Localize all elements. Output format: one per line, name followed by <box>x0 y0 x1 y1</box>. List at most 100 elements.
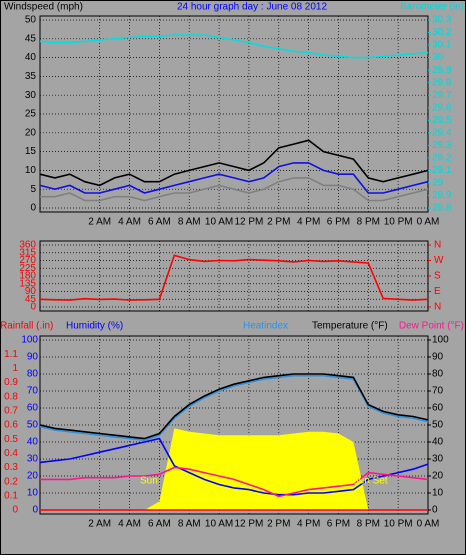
y-tick-label: 40 <box>27 437 39 448</box>
y-tick-label: 10 <box>25 165 37 176</box>
line <box>40 177 429 202</box>
y3-tick-label: 0.3 <box>4 462 18 473</box>
series-title: Barometer (in) <box>400 2 464 13</box>
annotation: Sun <box>140 476 158 487</box>
y-tick-label: 15 <box>25 146 37 157</box>
annotation: Sun Set <box>352 476 388 487</box>
y2-tick-label: 20 <box>432 471 444 482</box>
y-tick-label: 45 <box>25 33 37 44</box>
y-tick-label: 30 <box>27 454 39 465</box>
x-tick-label: 2 PM <box>267 217 290 228</box>
y3-tick-label: 0.9 <box>4 377 18 388</box>
y-tick-label: 50 <box>27 420 39 431</box>
y3-tick-label: 0.8 <box>4 391 18 402</box>
area <box>40 428 428 510</box>
x-tick-label: 4 PM <box>297 217 320 228</box>
x-tick-label: 0 AM <box>417 217 440 228</box>
y-tick-label: 135 <box>19 278 36 289</box>
y2-tick-label: 100 <box>432 335 449 346</box>
x-tick-label: 12 PM <box>234 217 263 228</box>
y2-tick-label: W <box>434 255 444 266</box>
y-tick-label: 60 <box>27 403 39 414</box>
y3-tick-label: 0.5 <box>4 434 18 445</box>
y3-tick-label: 0.7 <box>4 405 18 416</box>
x-tick-label: 12 PM <box>234 519 263 530</box>
x-tick-label: 8 PM <box>357 217 380 228</box>
x-tick-label: 4 PM <box>297 519 320 530</box>
y3-tick-label: 0.2 <box>4 476 18 487</box>
y-tick-label: 40 <box>25 52 37 63</box>
y2-tick-label: 28.9 <box>432 190 452 201</box>
x-tick-label: 2 AM <box>88 519 111 530</box>
y3-tick-label: 1.1 <box>4 349 18 360</box>
y-tick-label: 10 <box>27 488 39 499</box>
x-tick-label: 10 PM <box>384 217 413 228</box>
y-tick-label: 70 <box>27 386 39 397</box>
y2-tick-label: 10 <box>432 488 444 499</box>
y2-tick-label: 29 <box>432 178 444 189</box>
line <box>39 34 429 59</box>
legend-label: Rainfall (.in) <box>0 321 53 332</box>
line <box>39 162 429 194</box>
y-tick-label: 30 <box>25 90 37 101</box>
y-tick-label: 35 <box>25 71 37 82</box>
y-tick-label: 20 <box>27 471 39 482</box>
y2-tick-label: 29.8 <box>432 77 452 88</box>
y2-tick-label: 50 <box>432 420 444 431</box>
y2-tick-label: E <box>434 286 441 297</box>
y2-tick-label: 29.9 <box>432 65 452 76</box>
x-tick-label: 6 AM <box>148 217 171 228</box>
y2-tick-label: 80 <box>432 369 444 380</box>
plot-area <box>39 240 429 312</box>
y-tick-label: 0 <box>32 505 38 516</box>
y-tick-label: 45 <box>25 294 37 305</box>
plot-area <box>39 15 429 213</box>
x-tick-label: 2 AM <box>88 217 111 228</box>
x-tick-label: 6 PM <box>327 519 350 530</box>
y3-tick-label: 0.4 <box>4 448 18 459</box>
y-tick-label: 180 <box>19 271 36 282</box>
y2-tick-label: 29.7 <box>432 90 452 101</box>
axis-title: Windspeed (mph) <box>4 2 83 13</box>
chart-title: 24 hour graph day : June 08 2012 <box>177 2 328 13</box>
y-tick-label: 360 <box>19 240 36 251</box>
y-tick-label: 80 <box>27 369 39 380</box>
x-tick-label: 10 AM <box>205 217 233 228</box>
y2-tick-label: S <box>434 271 441 282</box>
x-tick-label: 10 PM <box>384 519 413 530</box>
y2-tick-label: 0 <box>432 505 438 516</box>
x-tick-label: 10 AM <box>205 519 233 530</box>
y-tick-label: 90 <box>25 286 37 297</box>
y3-tick-label: 0 <box>12 505 18 516</box>
y-tick-label: 5 <box>30 184 36 195</box>
y2-tick-label: 30.2 <box>432 27 452 38</box>
y2-tick-label: N <box>434 240 441 251</box>
y2-tick-label: 30 <box>432 52 444 63</box>
y2-tick-label: 60 <box>432 403 444 414</box>
y2-tick-label: 29.5 <box>432 115 452 126</box>
y2-tick-label: 29.6 <box>432 102 452 113</box>
line <box>39 437 429 496</box>
y-tick-label: 315 <box>19 247 36 258</box>
y-tick-label: 20 <box>25 127 37 138</box>
x-tick-label: 4 AM <box>118 519 141 530</box>
y2-tick-label: 30.1 <box>432 40 452 51</box>
y3-tick-label: 1 <box>12 363 18 374</box>
y-tick-label: 100 <box>21 335 38 346</box>
x-tick-label: 6 PM <box>327 217 350 228</box>
y2-tick-label: 70 <box>432 386 444 397</box>
y2-tick-label: 29.2 <box>432 153 452 164</box>
legend-label: Heatindex <box>243 321 288 332</box>
line <box>40 466 429 498</box>
y-tick-label: 0 <box>30 203 36 214</box>
y-tick-label: 270 <box>19 255 36 266</box>
x-tick-label: 8 PM <box>357 519 380 530</box>
x-tick-label: 4 AM <box>118 217 141 228</box>
y3-tick-label: 0.6 <box>4 420 18 431</box>
line <box>39 254 429 301</box>
x-tick-label: 8 AM <box>178 217 201 228</box>
x-tick-label: 0 AM <box>417 519 440 530</box>
y2-tick-label: 90 <box>432 352 444 363</box>
line <box>39 373 429 440</box>
